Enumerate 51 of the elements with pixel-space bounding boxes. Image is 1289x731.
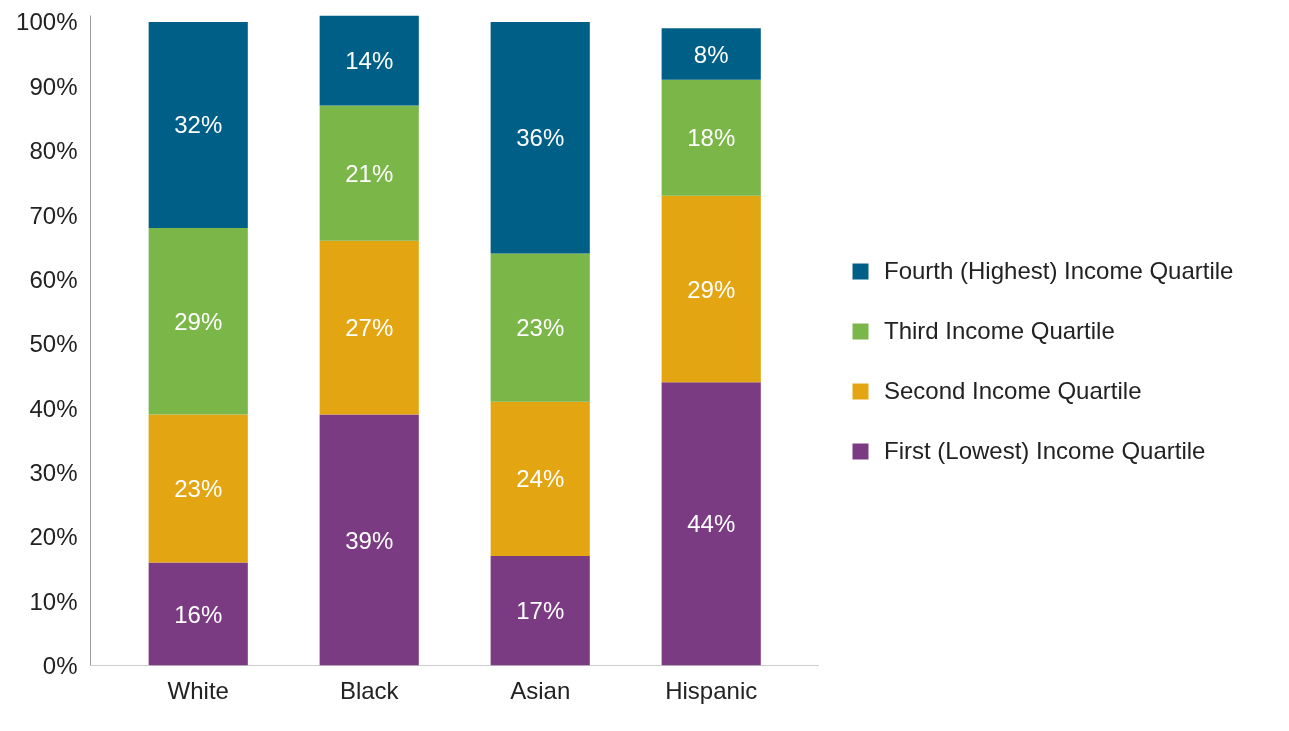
y-tick-label: 0% (42, 652, 78, 679)
legend-label: Fourth (Highest) Income Quartile (884, 257, 1234, 285)
data-label: 44% (687, 510, 736, 538)
data-label: 16% (174, 600, 223, 628)
data-label: 39% (345, 526, 394, 554)
data-label: 23% (174, 475, 223, 503)
bar (319, 414, 419, 666)
y-tick-label: 50% (29, 330, 78, 358)
bar (490, 21, 590, 254)
bar (148, 562, 248, 666)
bar (319, 240, 419, 415)
legend-label: Third Income Quartile (884, 317, 1115, 345)
bar (319, 105, 419, 241)
bar (661, 79, 761, 196)
data-label: 29% (687, 275, 736, 303)
x-tick-label: Hispanic (665, 676, 758, 704)
y-tick-label: 80% (29, 137, 78, 165)
x-tick-label: Black (339, 676, 400, 704)
bar (148, 414, 248, 563)
y-tick-label: 60% (29, 265, 78, 293)
data-label: 23% (516, 314, 565, 342)
bar (148, 21, 248, 228)
legend-label: First (Lowest) Income Quartile (884, 437, 1206, 465)
y-tick-label: 10% (29, 587, 78, 615)
bar (490, 401, 590, 557)
y-tick-label: 40% (29, 394, 78, 422)
data-label: 36% (516, 124, 565, 152)
bar (148, 227, 248, 415)
data-label: 32% (174, 111, 223, 139)
data-label: 29% (174, 307, 223, 335)
y-tick-label: 90% (29, 72, 78, 100)
bar (661, 382, 761, 666)
data-label: 18% (687, 124, 736, 152)
legend-label: Second Income Quartile (884, 377, 1142, 405)
data-label: 21% (345, 159, 394, 187)
data-label: 14% (345, 47, 394, 75)
y-tick-label: 70% (29, 201, 78, 229)
bar (490, 556, 590, 666)
bar (661, 195, 761, 383)
data-label: 27% (345, 314, 394, 342)
bar (661, 28, 761, 80)
y-tick-label: 20% (29, 523, 78, 551)
y-tick-label: 100% (16, 8, 78, 36)
bar (319, 15, 419, 106)
data-label: 24% (516, 465, 565, 493)
data-label: 8% (693, 40, 729, 68)
y-tick-label: 30% (29, 458, 78, 486)
x-tick-label: White (167, 676, 229, 704)
bar (490, 253, 590, 402)
data-label: 17% (516, 597, 565, 625)
x-tick-label: Asian (510, 676, 571, 704)
